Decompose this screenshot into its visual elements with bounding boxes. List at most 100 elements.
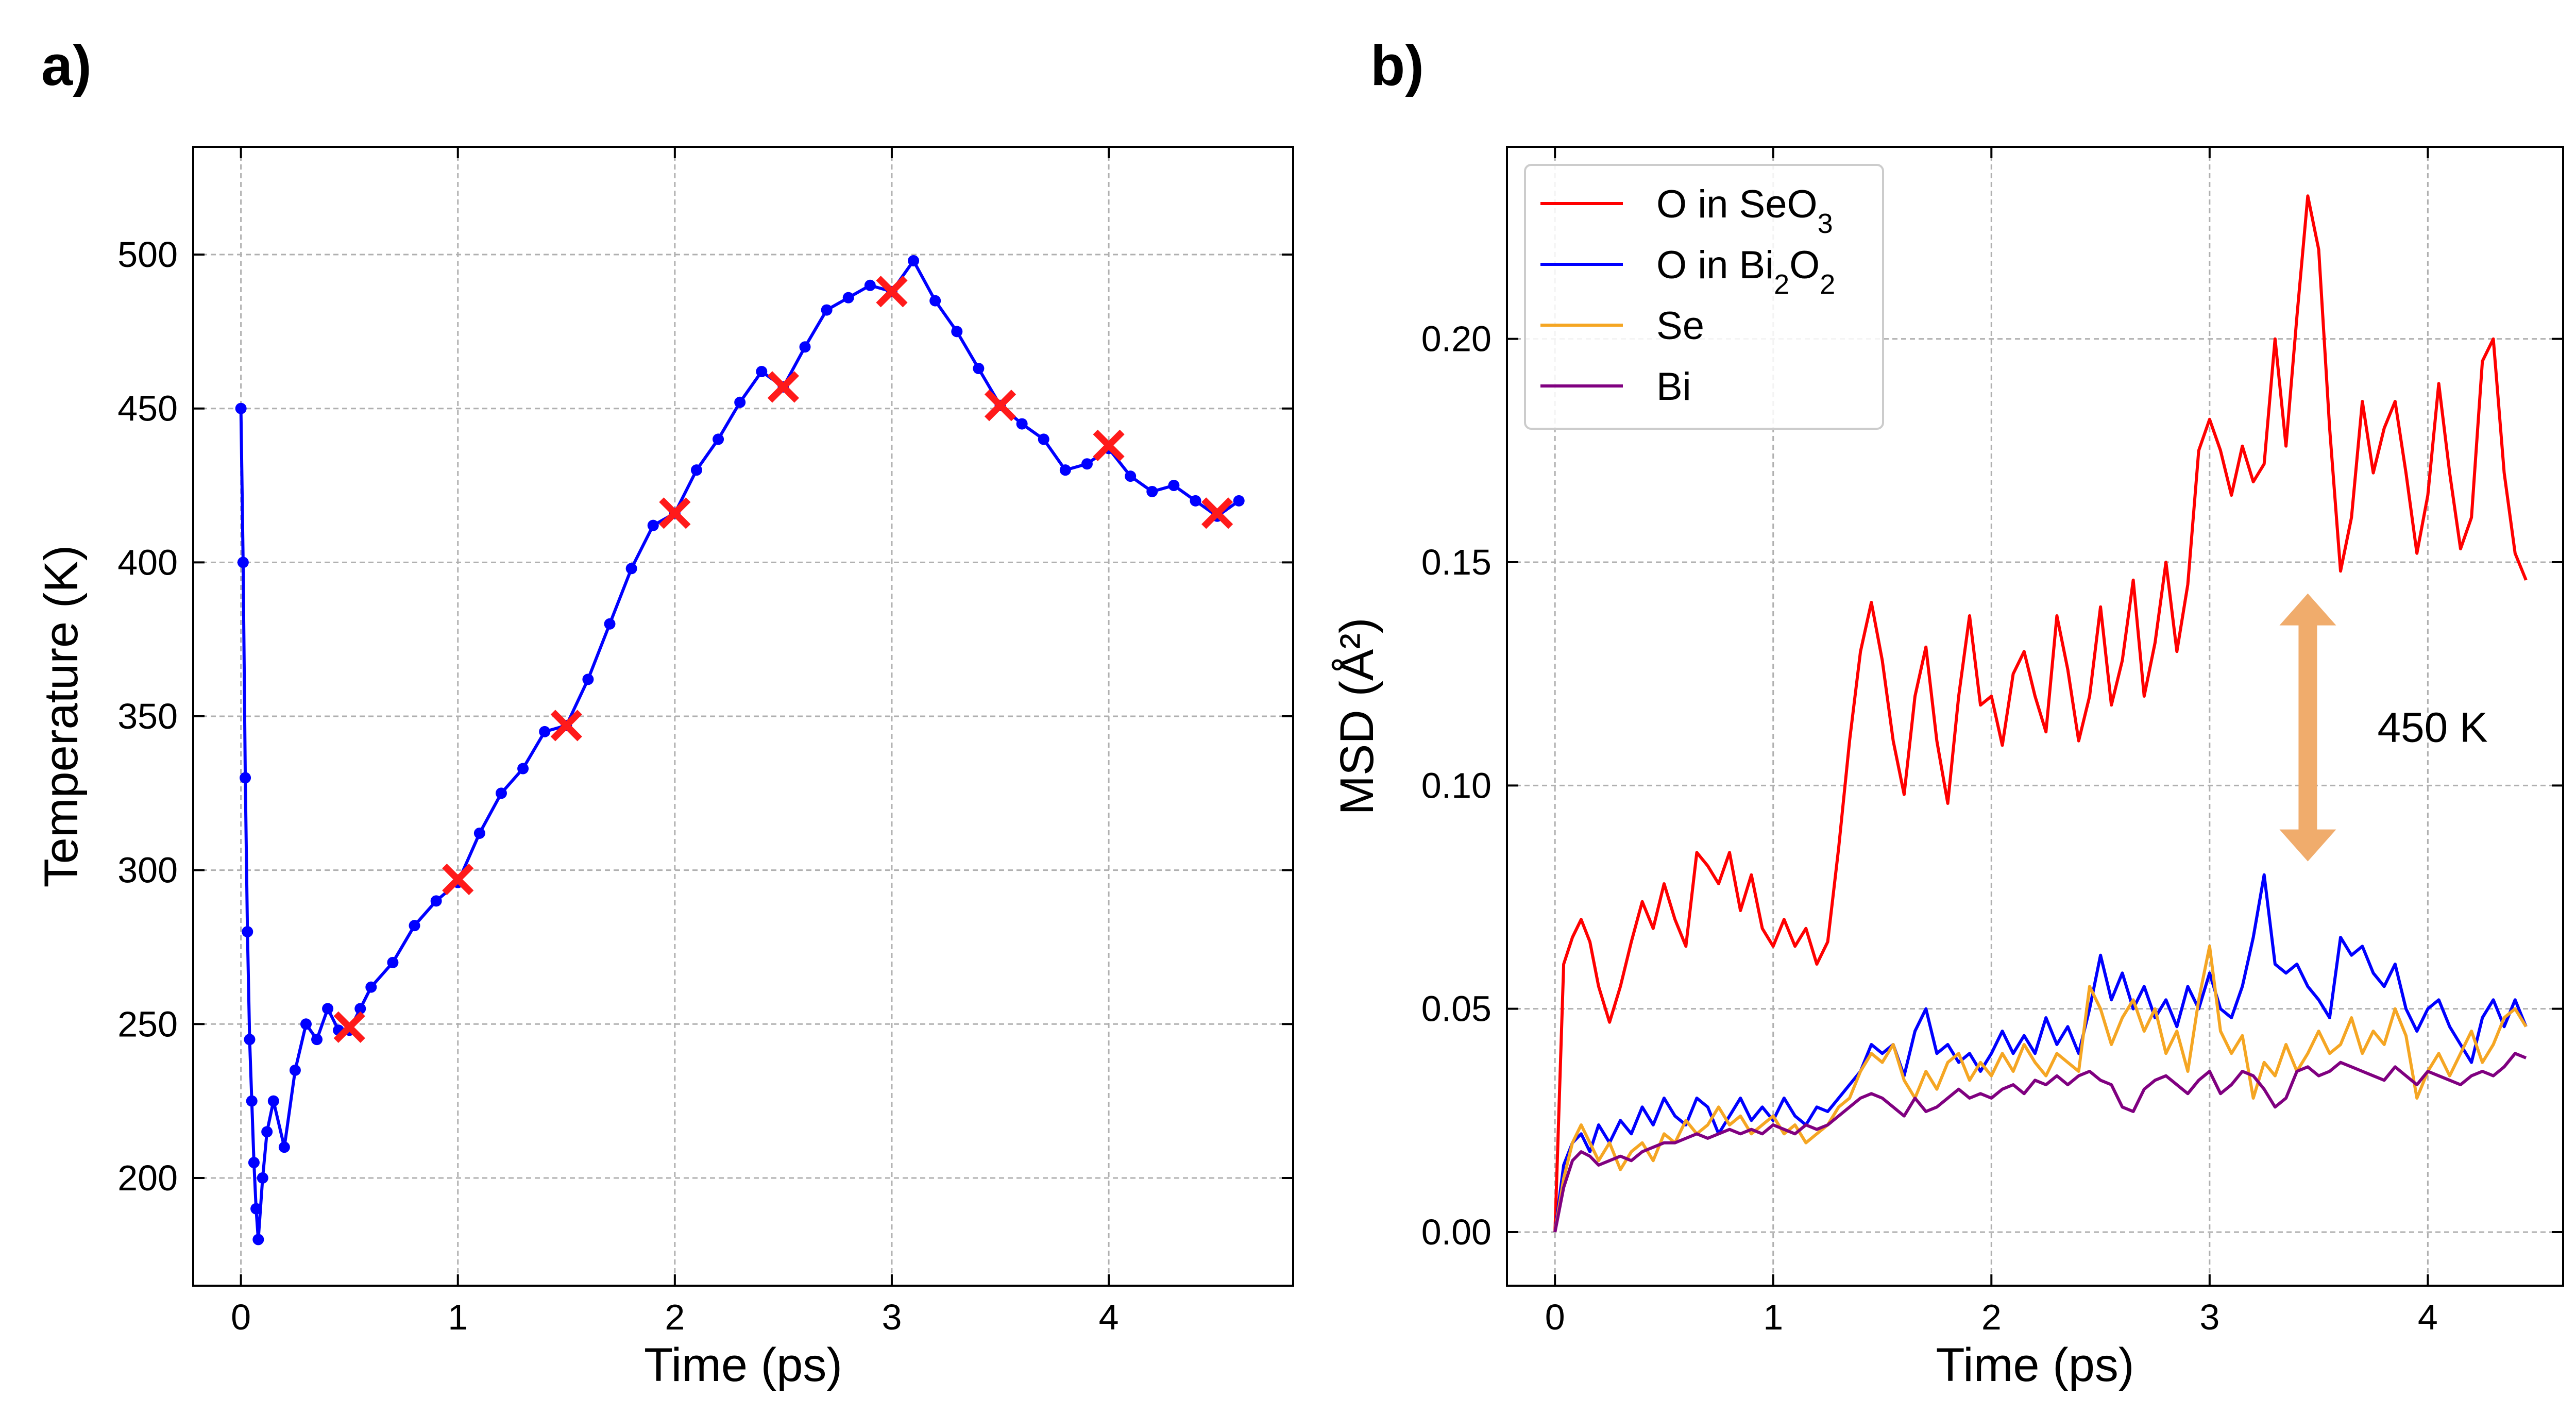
- x-tick-label: 2: [1981, 1297, 2002, 1337]
- temperature-point: [799, 341, 811, 353]
- average-temperature-marker: [550, 710, 582, 742]
- y-tick-label: 500: [117, 234, 178, 275]
- temperature-point: [240, 772, 251, 784]
- temperature-point: [250, 1203, 262, 1215]
- temperature-point: [517, 763, 529, 775]
- temperature-point: [237, 557, 249, 568]
- x-axis-title: Time (ps): [1936, 1339, 2134, 1391]
- temperature-point: [495, 787, 507, 799]
- temperature-point: [244, 1034, 256, 1046]
- x-tick-label: 1: [1763, 1297, 1783, 1337]
- temperature-point: [261, 1126, 273, 1138]
- y-tick-label: 450: [117, 389, 178, 429]
- temperature-point: [430, 895, 442, 907]
- y-tick-label: 250: [117, 1004, 178, 1044]
- y-tick-label: 0.15: [1421, 542, 1492, 582]
- x-tick-label: 4: [2418, 1297, 2438, 1337]
- temperature-point: [1016, 418, 1028, 430]
- average-temperature-marker: [659, 497, 691, 529]
- x-axis-title: Time (ps): [644, 1339, 842, 1391]
- msd-series-line-2: [1553, 945, 2528, 1233]
- temperature-point: [864, 279, 876, 291]
- legend-label: O in Bi2O2: [1656, 243, 1835, 300]
- y-axis-title: MSD (Å²): [1331, 617, 1383, 815]
- panel-a-label: a): [41, 34, 92, 97]
- temperature-point: [1125, 470, 1137, 482]
- temperature-point: [289, 1064, 301, 1076]
- temperature-point: [354, 1003, 366, 1015]
- temperature-point: [322, 1003, 334, 1015]
- temperature-point: [1059, 464, 1071, 476]
- temperature-point: [604, 618, 616, 630]
- temperature-point: [647, 519, 659, 531]
- x-tick-label: 4: [1099, 1297, 1119, 1337]
- temperature-point: [409, 920, 420, 932]
- y-tick-label: 350: [117, 696, 178, 736]
- temperature-point: [242, 926, 253, 938]
- y-tick-label: 200: [117, 1158, 178, 1198]
- temperature-point: [257, 1172, 268, 1184]
- temperature-point: [387, 956, 399, 968]
- temperature-point: [690, 464, 702, 476]
- plot-frame: [1506, 146, 2564, 1287]
- y-tick-label: 0.10: [1421, 765, 1492, 805]
- average-temperature-marker: [876, 276, 908, 308]
- temperature-point: [473, 827, 485, 839]
- average-temperature-marker: [333, 1011, 365, 1043]
- temperature-point: [365, 981, 377, 993]
- average-temperature-marker: [442, 863, 474, 896]
- y-tick-label: 400: [117, 542, 178, 582]
- temperature-point: [246, 1095, 258, 1107]
- temperature-point: [235, 402, 247, 414]
- temperature-point: [625, 563, 637, 575]
- x-tick-label: 2: [665, 1297, 685, 1337]
- temperature-point: [713, 433, 724, 445]
- y-tick-label: 300: [117, 850, 178, 890]
- x-tick-label: 3: [2199, 1297, 2219, 1337]
- temperature-point: [1038, 433, 1049, 445]
- legend-label: O in SeO3: [1656, 182, 1833, 239]
- temperature-point: [908, 255, 920, 266]
- msd-series-line-1: [1553, 873, 2528, 1233]
- temperature-point: [1233, 495, 1245, 507]
- temperature-point: [929, 295, 941, 307]
- temperature-point: [582, 674, 594, 685]
- msd-series-line-0: [1553, 194, 2528, 1233]
- x-tick-label: 1: [448, 1297, 468, 1337]
- legend-label: Se: [1656, 304, 1704, 348]
- annotation-label: 450 K: [2377, 704, 2487, 751]
- plot-frame: [192, 146, 1294, 1287]
- temperature-point: [821, 304, 833, 316]
- x-tick-label: 0: [231, 1297, 251, 1337]
- average-temperature-marker: [767, 371, 800, 403]
- y-axis-title: Temperature (K): [35, 545, 88, 888]
- temperature-point: [1190, 495, 1201, 507]
- temperature-point: [756, 366, 768, 378]
- temperature-point: [248, 1157, 260, 1169]
- temperature-point: [1168, 480, 1180, 492]
- temperature-point: [278, 1141, 290, 1153]
- average-temperature-marker: [1201, 497, 1233, 529]
- temperature-point: [842, 292, 854, 304]
- average-temperature-marker: [1093, 429, 1125, 461]
- panel-b-label: b): [1370, 34, 1424, 97]
- temperature-point: [1081, 458, 1093, 470]
- temperature-point: [539, 726, 551, 737]
- temperature-point: [267, 1095, 279, 1107]
- temperature-point: [973, 363, 985, 375]
- temperature-point: [734, 396, 746, 408]
- legend-label: Bi: [1656, 365, 1691, 409]
- temperature-point: [252, 1234, 264, 1245]
- temperature-chart: 0 1 2 3 4 200 250 300 350 400 450 500 Time (ps) Tempe…: [35, 146, 1294, 1391]
- x-tick-label: 3: [882, 1297, 902, 1337]
- msd-series-line-3: [1553, 1052, 2527, 1233]
- average-temperature-marker: [984, 390, 1016, 422]
- msd-chart: 450 K 0 1 2 3 4 0.00 0.05 0.10 0.15 0.20 Time (ps) M…: [1331, 146, 2564, 1391]
- temperature-point: [1146, 485, 1158, 497]
- y-tick-label: 0.00: [1421, 1212, 1492, 1252]
- x-tick-label: 0: [1545, 1297, 1565, 1337]
- temperature-point: [951, 326, 963, 338]
- y-tick-label: 0.05: [1421, 989, 1492, 1029]
